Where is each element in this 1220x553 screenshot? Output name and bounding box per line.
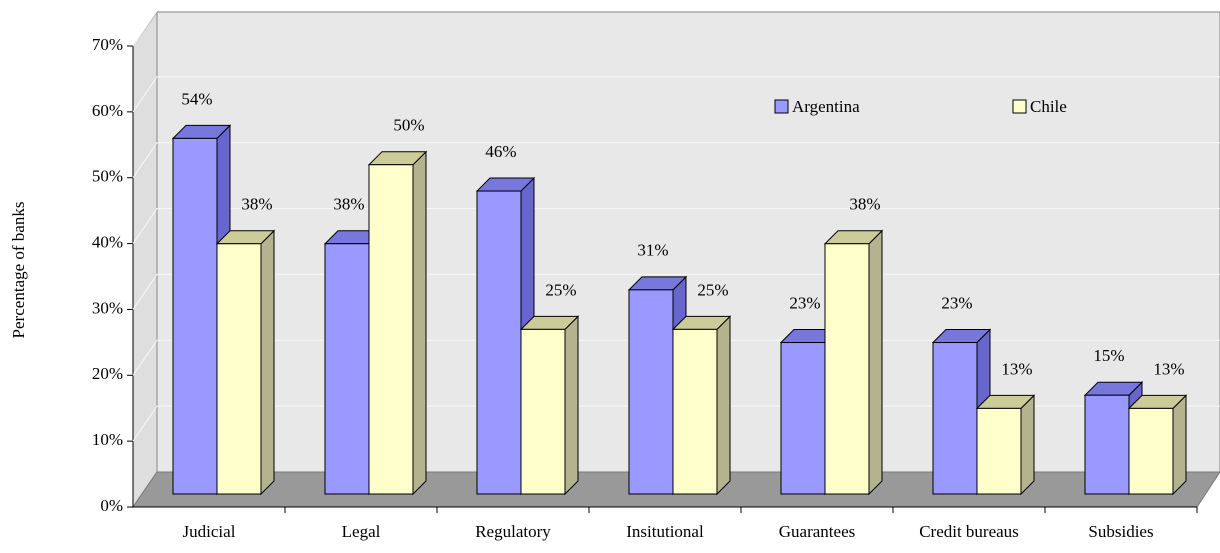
data-label: 23% bbox=[789, 293, 820, 312]
bar bbox=[172, 137, 218, 495]
side-wall bbox=[132, 10, 158, 509]
grid-line bbox=[132, 208, 1220, 244]
x-tick-label: Subsidies bbox=[1088, 522, 1153, 541]
data-label: 15% bbox=[1093, 346, 1124, 365]
bar bbox=[520, 328, 566, 495]
bar-side bbox=[260, 229, 275, 496]
data-label: 38% bbox=[241, 195, 272, 214]
bar-side bbox=[868, 229, 883, 496]
legend-label: Argentina bbox=[792, 97, 860, 116]
legend-label: Chile bbox=[1030, 97, 1067, 116]
grid-line bbox=[132, 142, 1220, 178]
data-label: 25% bbox=[697, 280, 728, 299]
grid-line bbox=[132, 76, 1220, 113]
x-tick-label: Guarantees bbox=[779, 522, 855, 541]
bar-side bbox=[1172, 394, 1187, 496]
x-tick-label: Insitutional bbox=[626, 522, 704, 541]
data-label: 31% bbox=[637, 241, 668, 260]
bar-side bbox=[564, 315, 579, 496]
bar bbox=[1084, 394, 1130, 495]
x-tick-label: Judicial bbox=[183, 522, 236, 541]
x-tick-label: Legal bbox=[342, 522, 381, 541]
bar-side bbox=[1020, 394, 1035, 496]
data-label: 46% bbox=[485, 142, 516, 161]
bar-side bbox=[716, 315, 731, 496]
y-axis-label: Percentage of banks bbox=[9, 202, 28, 339]
x-tick-label: Credit bureaus bbox=[919, 522, 1019, 541]
bar bbox=[672, 328, 718, 495]
bar bbox=[1128, 407, 1174, 495]
data-label: 23% bbox=[941, 293, 972, 312]
y-tick-label: 10% bbox=[92, 430, 123, 449]
data-label: 13% bbox=[1153, 359, 1184, 378]
legend-swatch bbox=[1012, 99, 1027, 114]
bar bbox=[780, 342, 826, 495]
y-tick-label: 0% bbox=[100, 496, 123, 515]
bar bbox=[476, 190, 522, 495]
x-tick-label: Regulatory bbox=[475, 522, 551, 541]
data-label: 13% bbox=[1001, 359, 1032, 378]
bar bbox=[824, 243, 870, 495]
grid-line bbox=[132, 10, 1220, 47]
y-tick-label: 20% bbox=[92, 364, 123, 383]
y-tick-label: 40% bbox=[92, 232, 123, 251]
y-tick-label: 50% bbox=[92, 167, 123, 186]
y-tick-label: 60% bbox=[92, 101, 123, 120]
y-tick-label: 70% bbox=[92, 35, 123, 54]
legend-swatch bbox=[774, 99, 789, 114]
data-label: 38% bbox=[849, 195, 880, 214]
bar-side bbox=[412, 150, 427, 496]
data-label: 54% bbox=[181, 89, 212, 108]
bar bbox=[976, 407, 1022, 495]
bar bbox=[324, 243, 370, 495]
bar bbox=[932, 342, 978, 495]
bar bbox=[368, 164, 414, 495]
data-label: 25% bbox=[545, 280, 576, 299]
bar bbox=[628, 289, 674, 495]
y-tick-label: 30% bbox=[92, 298, 123, 317]
data-label: 38% bbox=[333, 195, 364, 214]
data-label: 50% bbox=[393, 116, 424, 135]
bar bbox=[216, 243, 262, 495]
